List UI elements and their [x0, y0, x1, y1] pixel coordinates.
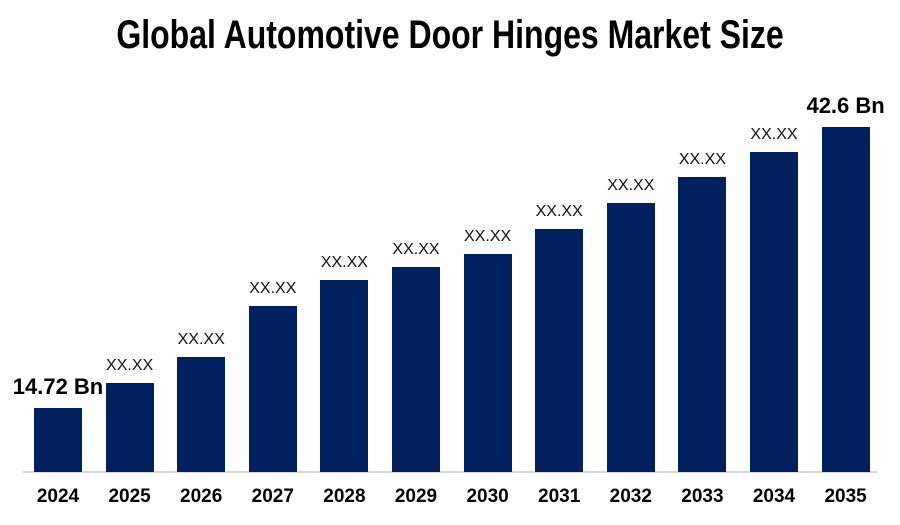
bar-2032 [606, 203, 655, 472]
x-axis-tick-2035: 2035 [824, 486, 867, 507]
x-axis-tick-2025: 2025 [108, 486, 151, 507]
chart-title: Global Automotive Door Hinges Market Siz… [116, 13, 784, 57]
bar-2024 [34, 408, 82, 472]
bar-2029 [392, 267, 440, 472]
x-axis-line [23, 471, 877, 473]
bar-value-label-2024: 14.72 Bn [12, 374, 104, 399]
x-axis-tick-2028: 2028 [323, 486, 366, 507]
bar-2025 [105, 383, 154, 472]
x-axis-tick-2027: 2027 [251, 486, 294, 507]
bar-value-label-2029: XX.XX [392, 241, 440, 258]
bar-value-label-2032: XX.XX [607, 177, 655, 194]
bar-value-label-2027: XX.XX [249, 280, 297, 297]
bar-value-label-2031: XX.XX [535, 203, 583, 220]
x-axis-tick-2029: 2029 [394, 486, 438, 507]
x-axis-tick-2032: 2032 [609, 486, 652, 507]
bar-value-label-2030: XX.XX [464, 228, 512, 245]
bar-2035 [821, 127, 870, 472]
x-axis-tick-2030: 2030 [466, 486, 509, 507]
bar-2034 [750, 152, 798, 472]
bar-value-label-2028: XX.XX [320, 254, 368, 271]
bar-2028 [320, 280, 369, 472]
bar-value-label-2034: XX.XX [750, 126, 798, 143]
x-axis-tick-2024: 2024 [36, 486, 80, 507]
x-axis-tick-2026: 2026 [180, 486, 223, 507]
bar-value-label-2035: 42.6 Bn [806, 93, 885, 118]
x-axis-tick-2033: 2033 [681, 486, 724, 507]
bar-2027 [248, 306, 297, 472]
bar-2030 [463, 254, 512, 472]
bar-value-label-2026: XX.XX [177, 331, 225, 348]
x-axis-tick-2031: 2031 [538, 486, 581, 507]
bar-2033 [678, 177, 727, 472]
bar-2026 [177, 357, 226, 472]
bar-value-label-2033: XX.XX [678, 151, 726, 168]
bar-2031 [535, 229, 584, 472]
bar-value-label-2025: XX.XX [106, 357, 154, 374]
x-axis-tick-2034: 2034 [752, 486, 796, 507]
